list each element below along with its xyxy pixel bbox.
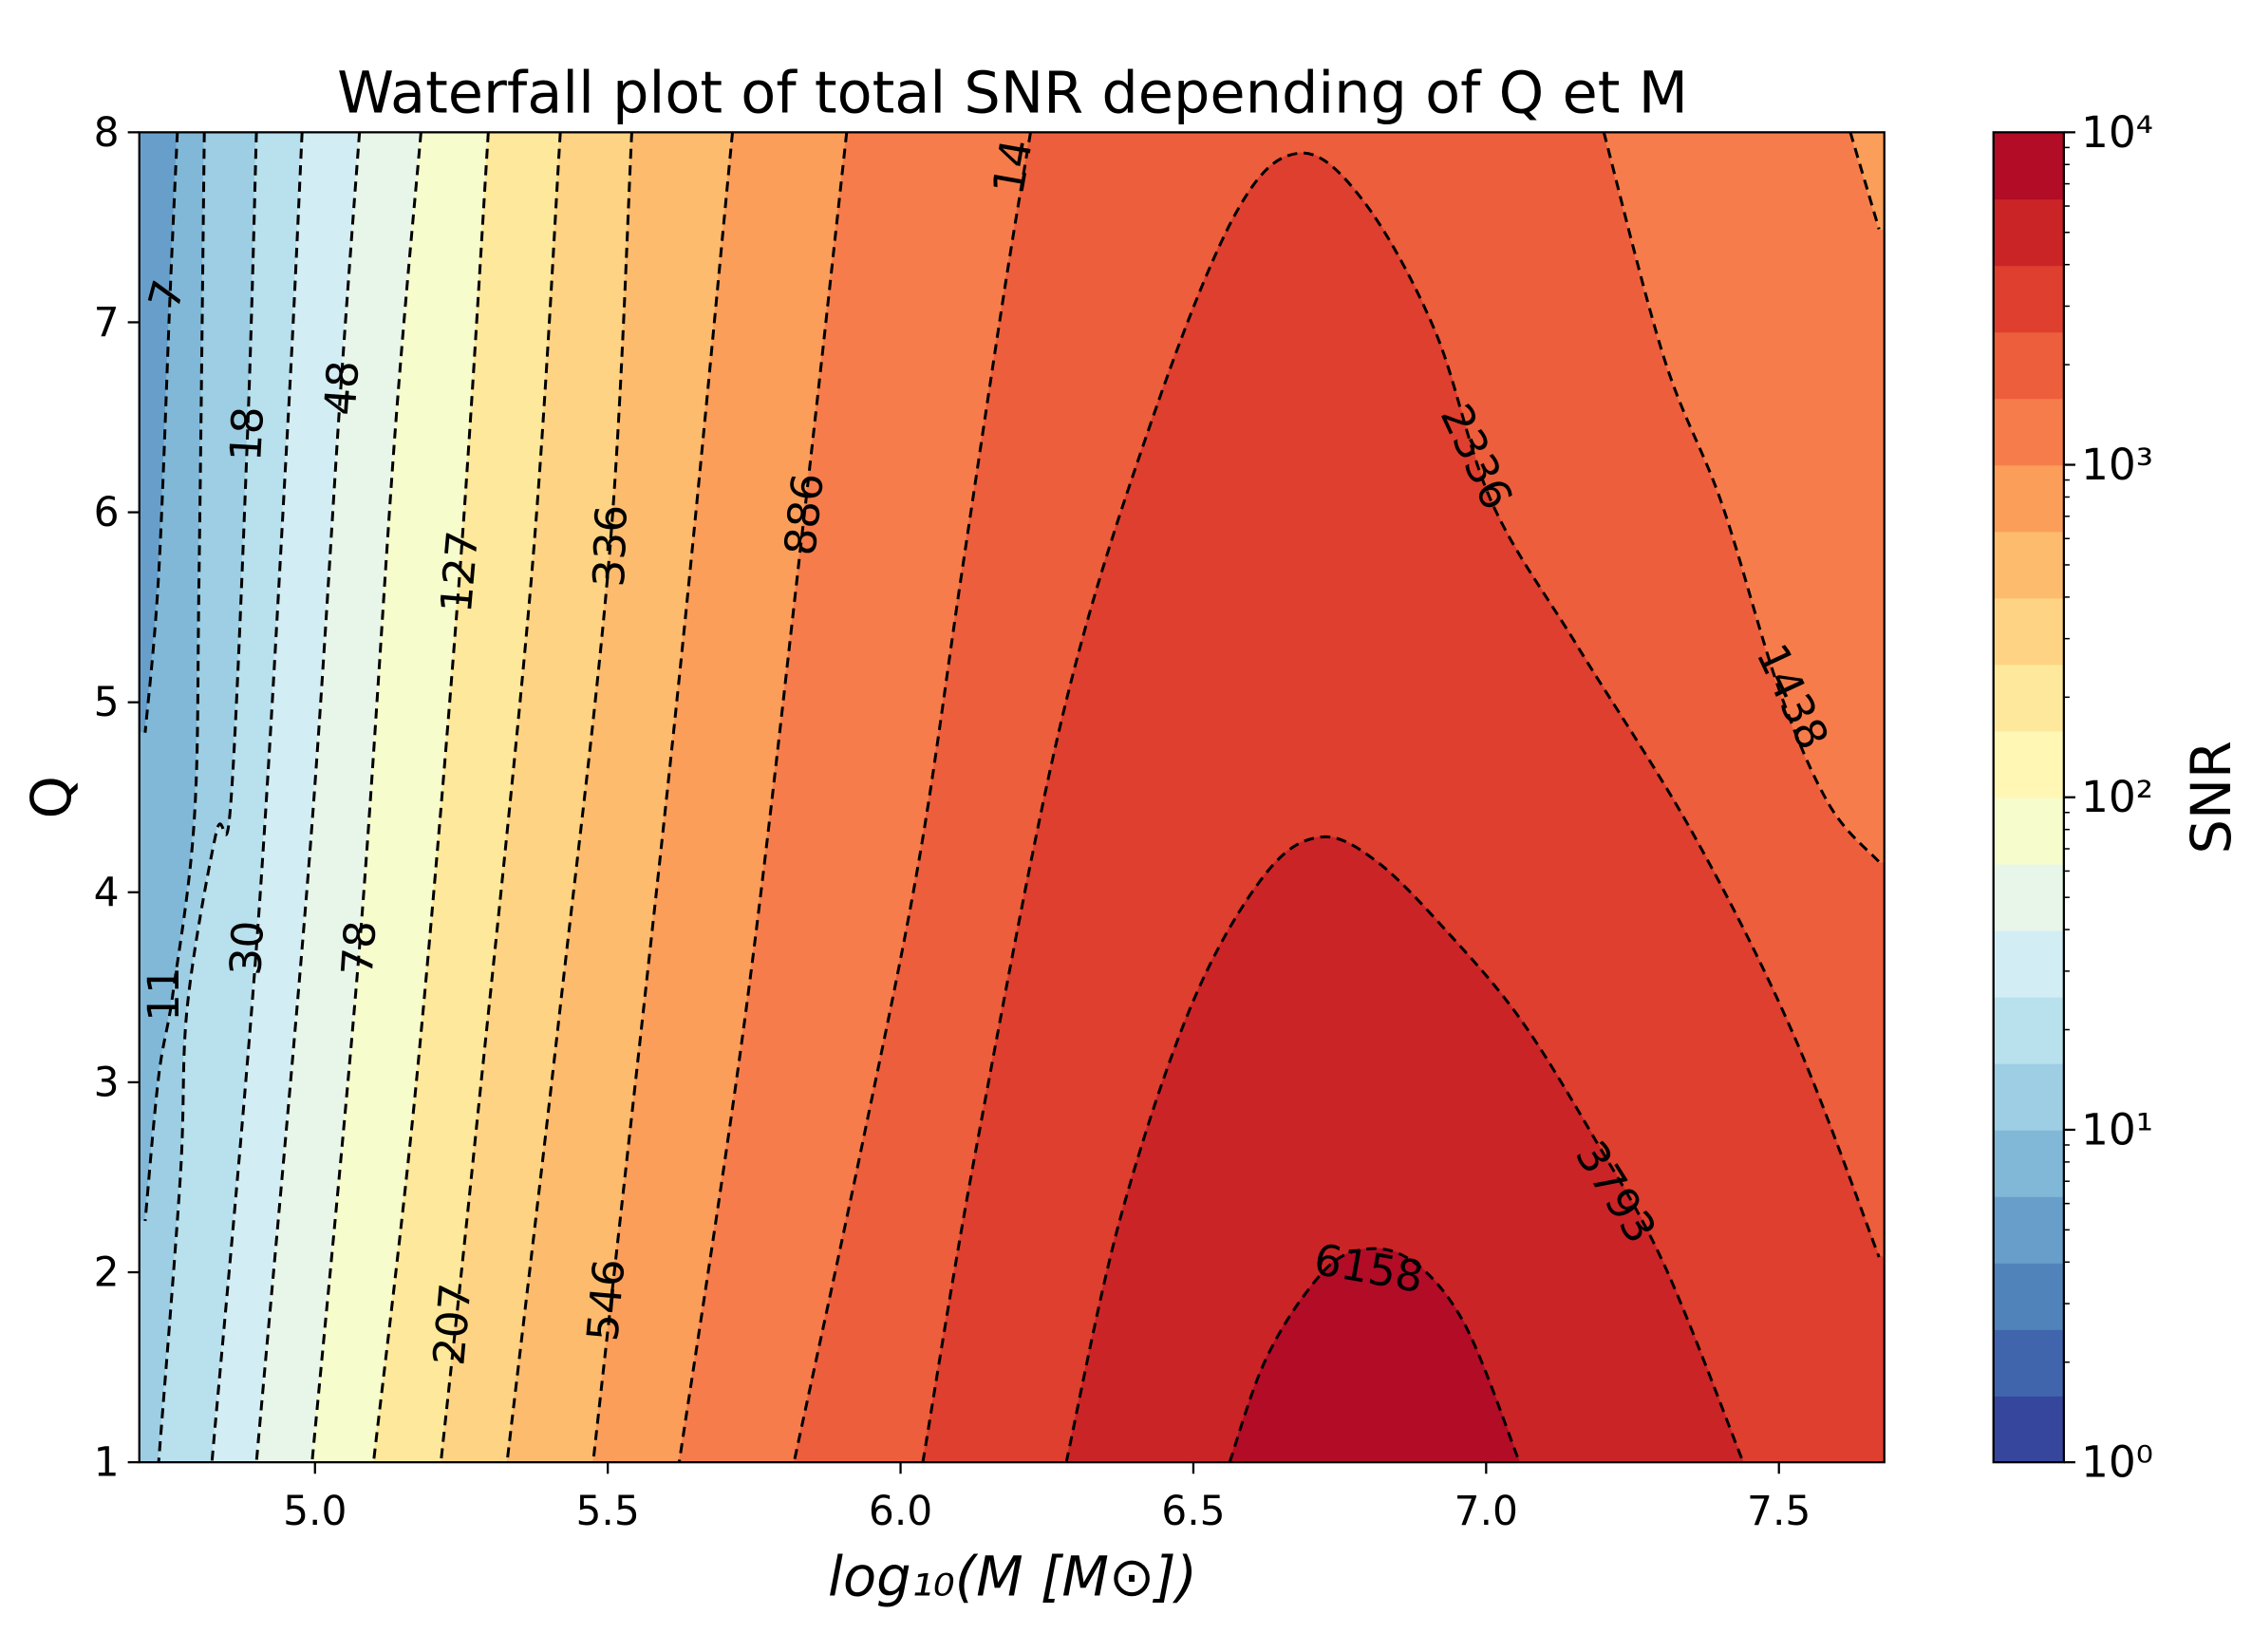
colorbar-band [1993,398,2064,466]
y-tick-label: 6 [94,489,120,535]
colorbar-tick-label: 10³ [2081,440,2153,490]
axes: 5.0 5.5 6.0 6.5 7.0 7.51234567810⁰10¹10²10³10… [94,107,2153,1534]
colorbar-band [1993,1195,2064,1264]
y-tick-label: 7 [94,299,120,346]
contour-label: 336 [584,504,637,588]
contour-label: 127 [431,529,488,615]
contour-line [439,132,562,1463]
colorbar-band [1993,797,2064,865]
x-tick-label: 6.5 [1161,1488,1225,1534]
contour-line [143,132,206,1222]
colorbar-band [1993,464,2064,533]
contour-line [157,132,258,1463]
contour-line [505,132,633,1463]
colorbar-band [1993,331,2064,400]
contour-label: 14 [983,136,1042,198]
colorbar-label: SNR [2180,741,2243,854]
y-tick-label: 5 [94,679,120,725]
contour-line [792,132,1881,1463]
contour-line [210,132,304,1463]
contour-label: 48 [315,359,369,417]
contour-line [591,132,735,1463]
y-tick-label: 1 [94,1439,120,1486]
x-tick-label: 7.5 [1747,1488,1811,1534]
contour-line [371,132,490,1463]
colorbar-band [1993,531,2064,599]
contour-label: 886 [775,471,834,558]
colorbar-band [1993,863,2064,931]
colorbar-band [1993,1396,2064,1463]
chart-title: Waterfall plot of total SNR depending of… [337,60,1688,126]
colorbar-band [1993,597,2064,666]
colorbar-band [1993,996,2064,1064]
y-tick-label: 3 [94,1059,120,1105]
x-tick-label: 5.5 [575,1488,639,1534]
contour-line [310,132,422,1463]
x-tick-label: 6.0 [869,1488,932,1534]
contour-label: 546 [577,1257,634,1343]
axes-frame [138,131,1886,1464]
colorbar-band [1993,730,2064,798]
colorbar-band [1993,1062,2064,1131]
colorbar-band [1993,1329,2064,1397]
colorbar-tick-label: 10¹ [2081,1104,2153,1155]
colorbar-tick-label: 10⁰ [2081,1437,2153,1488]
colorbar-tick-label: 10² [2081,772,2153,822]
contour-line [1064,835,1745,1463]
contour-line [254,132,362,1463]
contour-line [1228,1247,1521,1463]
contour-label: 11 [139,967,189,1022]
colorbar-band [1993,132,2064,200]
x-tick-label: 7.0 [1454,1488,1518,1534]
contour-label: 207 [423,1281,480,1367]
contour-line [921,151,1881,1463]
x-axis-label: log₁₀(M [M⊙]) [828,1546,1197,1609]
y-tick-label: 8 [94,109,120,156]
contour-line [677,132,1881,1463]
colorbar-band [1993,1263,2064,1330]
y-tick-label: 2 [94,1249,120,1296]
colorbar-band [1993,198,2064,267]
contour-label: 30 [220,919,273,976]
y-tick-label: 4 [94,869,120,915]
contour-label: 18 [220,405,273,462]
colorbar-band [1993,664,2064,732]
plot-area: 7111830487812720733654688614143823363793… [139,132,1885,1463]
contour-line [143,132,179,733]
colorbar-band [1993,929,2064,998]
colorbar-tick-label: 10⁴ [2081,107,2153,158]
colorbar-band [1993,265,2064,333]
x-tick-label: 5.0 [283,1488,347,1534]
colorbar-band [1993,1129,2064,1197]
contour-label: 78 [332,919,386,977]
y-axis-label: Q [20,776,84,818]
